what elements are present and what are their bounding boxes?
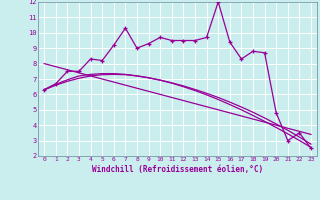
X-axis label: Windchill (Refroidissement éolien,°C): Windchill (Refroidissement éolien,°C) — [92, 165, 263, 174]
